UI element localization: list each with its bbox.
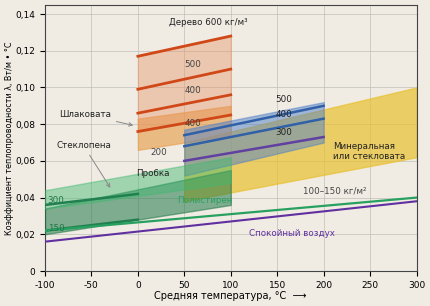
Text: Дерево 600 кг/м³: Дерево 600 кг/м³ [169,18,248,27]
Text: Стеклопена: Стеклопена [56,141,111,187]
Text: 150: 150 [48,224,64,233]
Text: 400: 400 [184,86,201,95]
Text: Минеральная
или стекловата: Минеральная или стекловата [333,142,405,161]
Text: 200: 200 [151,148,168,157]
Text: Полистирен: Полистирен [177,196,232,205]
Text: 500: 500 [184,60,201,69]
Y-axis label: Коэффициент теплопроводности λ, Вт/м • °С: Коэффициент теплопроводности λ, Вт/м • °… [5,41,14,235]
X-axis label: Средняя температура, °С  ⟶: Средняя температура, °С ⟶ [154,291,307,301]
Text: 300: 300 [48,196,64,205]
Text: Шлаковата: Шлаковата [59,110,132,126]
Text: Пробка: Пробка [136,169,169,177]
Text: 500: 500 [275,95,292,104]
Text: Спокойный воздух: Спокойный воздух [249,229,335,238]
Text: 300: 300 [275,128,292,137]
Text: 400: 400 [275,110,292,119]
Text: 100–150 кг/м²: 100–150 кг/м² [303,187,367,196]
Text: 400: 400 [184,119,201,128]
